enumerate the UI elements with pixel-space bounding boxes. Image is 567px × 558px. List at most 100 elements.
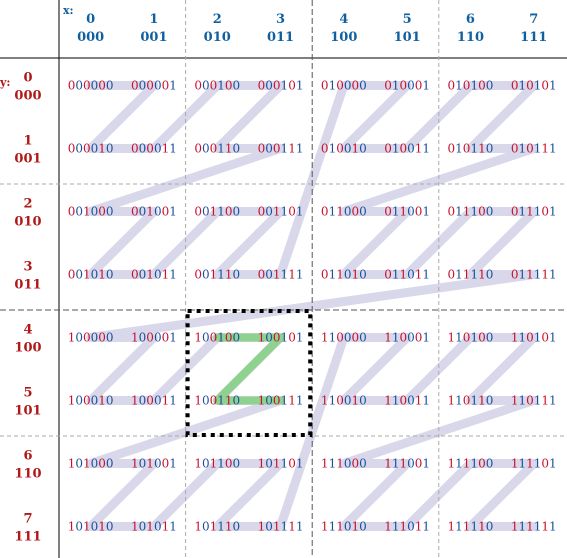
column-header-decimal: 3	[276, 12, 285, 27]
morton-code-cell: 011010	[321, 268, 367, 282]
morton-code-cell: 111110	[448, 520, 494, 534]
morton-code-cell: 100101	[258, 331, 304, 345]
highlight-z-segment	[213, 333, 285, 405]
morton-code-cell: 000010	[68, 142, 114, 156]
morton-code-cell: 110111	[511, 394, 557, 408]
morton-code-cell: 010011	[384, 142, 430, 156]
morton-code-cell: 110000	[321, 331, 367, 345]
morton-code-cell: 110011	[384, 394, 430, 408]
morton-code-cell: 110100	[448, 331, 494, 345]
column-header-binary: 101	[394, 30, 421, 45]
morton-code-cell: 110010	[321, 394, 367, 408]
morton-code-cell: 100011	[131, 394, 177, 408]
morton-code-cell: 010110	[448, 142, 494, 156]
column-header-binary: 100	[330, 30, 357, 45]
morton-code-cell: 100010	[68, 394, 114, 408]
row-header-binary: 010	[14, 215, 41, 230]
axis-headers: x: y: 0000100120103011410051016110711100…	[0, 4, 547, 545]
morton-code-cell: 011101	[511, 205, 557, 219]
morton-code-cell: 000000	[68, 79, 114, 93]
morton-code-cell: 101001	[131, 457, 177, 471]
column-header-binary: 111	[520, 30, 547, 45]
column-header-binary: 011	[267, 30, 294, 45]
morton-code-cell: 111101	[511, 457, 557, 471]
morton-code-cell: 101011	[131, 520, 177, 534]
x-axis-label: x:	[63, 4, 74, 17]
column-header-decimal: 5	[403, 12, 412, 27]
row-header-binary: 111	[14, 530, 41, 545]
morton-code-cell: 110110	[448, 394, 494, 408]
highlight-box-outline	[185, 309, 313, 437]
column-header-binary: 110	[457, 30, 484, 45]
morton-code-cell: 001011	[131, 268, 177, 282]
row-header-decimal: 5	[23, 386, 32, 401]
column-header-binary: 000	[77, 30, 104, 45]
morton-code-cell: 011000	[321, 205, 367, 219]
morton-code-cell: 011111	[511, 268, 557, 282]
row-header-decimal: 7	[23, 512, 32, 527]
row-header-binary: 000	[14, 89, 41, 104]
row-header-binary: 100	[14, 341, 41, 356]
morton-code-cells: 000000 000001 000100 000101 010000 010001 0101…	[68, 79, 557, 534]
morton-code-cell: 111111	[511, 520, 557, 534]
morton-code-cell: 101000	[68, 457, 114, 471]
row-header-binary: 001	[14, 152, 41, 167]
row-header-decimal: 4	[23, 323, 32, 338]
row-header-decimal: 6	[23, 449, 32, 464]
column-header-binary: 010	[204, 30, 231, 45]
morton-code-cell: 011011	[384, 268, 430, 282]
morton-code-cell: 111100	[448, 457, 494, 471]
morton-code-cell: 111000	[321, 457, 367, 471]
morton-code-cell: 010101	[511, 79, 557, 93]
morton-code-cell: 101111	[258, 520, 304, 534]
column-header-decimal: 0	[86, 12, 95, 27]
morton-code-cell: 000011	[131, 142, 177, 156]
morton-code-cell: 001110	[194, 268, 240, 282]
morton-code-cell: 010000	[321, 79, 367, 93]
morton-code-cell: 001010	[68, 268, 114, 282]
column-header-decimal: 7	[529, 12, 538, 27]
morton-code-cell: 010001	[384, 79, 430, 93]
morton-code-cell: 011110	[448, 268, 494, 282]
morton-code-cell: 101100	[194, 457, 240, 471]
row-header-binary: 101	[14, 404, 41, 419]
morton-code-cell: 101010	[68, 520, 114, 534]
column-header-decimal: 4	[339, 12, 348, 27]
morton-code-cell: 001111	[258, 268, 304, 282]
morton-code-cell: 100111	[258, 394, 304, 408]
morton-code-cell: 000001	[131, 79, 177, 93]
column-header-decimal: 2	[213, 12, 222, 27]
morton-code-cell: 001000	[68, 205, 114, 219]
column-header-binary: 001	[140, 30, 167, 45]
morton-code-cell: 001100	[194, 205, 240, 219]
morton-code-cell: 101101	[258, 457, 304, 471]
morton-code-cell: 000110	[194, 142, 240, 156]
morton-code-cell: 010111	[511, 142, 557, 156]
morton-code-cell: 011001	[384, 205, 430, 219]
morton-code-cell: 111010	[321, 520, 367, 534]
morton-code-cell: 101110	[194, 520, 240, 534]
morton-code-cell: 000111	[258, 142, 304, 156]
column-header-decimal: 6	[466, 12, 475, 27]
morton-code-cell: 001101	[258, 205, 304, 219]
highlight-box	[185, 309, 313, 437]
morton-code-cell: 000101	[258, 79, 304, 93]
row-header-decimal: 2	[23, 197, 32, 212]
morton-code-cell: 100110	[194, 394, 240, 408]
morton-code-cell: 110101	[511, 331, 557, 345]
morton-code-cell: 100000	[68, 331, 114, 345]
morton-code-cell: 001001	[131, 205, 177, 219]
morton-code-cell: 100100	[194, 331, 240, 345]
y-axis-label: y:	[0, 76, 10, 89]
row-header-binary: 110	[14, 467, 41, 482]
morton-code-cell: 010010	[321, 142, 367, 156]
row-header-decimal: 1	[23, 134, 32, 149]
morton-code-cell: 111001	[384, 457, 430, 471]
row-header-decimal: 3	[23, 260, 32, 275]
morton-code-cell: 000100	[194, 79, 240, 93]
morton-code-cell: 111011	[384, 520, 430, 534]
column-header-decimal: 1	[149, 12, 158, 27]
